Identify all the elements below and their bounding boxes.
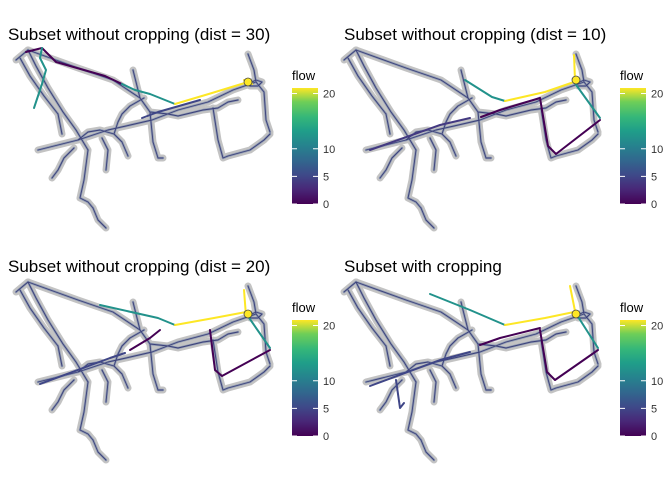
legend-tick-label: 10 <box>323 376 335 388</box>
flow-segment <box>141 99 201 119</box>
legend-tick-label: 5 <box>651 171 657 183</box>
legend-tick-label: 20 <box>651 89 663 101</box>
road-network <box>344 50 598 228</box>
flow-segment <box>33 47 47 109</box>
flow-segment <box>539 329 599 381</box>
panel-3: Subset without cropping (dist = 20) flow 0… <box>8 257 335 460</box>
legend-colorbar <box>292 320 318 436</box>
flow-segment <box>480 97 541 118</box>
legend-colorbar <box>620 88 646 204</box>
legend-tick-label: 10 <box>651 376 663 388</box>
junction-marker <box>243 309 253 319</box>
legend-tick-label: 0 <box>323 431 329 443</box>
legend-title: flow <box>292 300 316 315</box>
flow-segment <box>39 352 126 385</box>
legend-tick-label: 5 <box>651 403 657 415</box>
flow-segment <box>429 293 506 326</box>
panel-2: Subset without cropping (dist = 10) flow 0… <box>344 25 663 228</box>
panel-1: Subset without cropping (dist = 30) flow 0… <box>8 25 335 228</box>
flow-segment <box>99 304 176 326</box>
legend-title: flow <box>620 68 644 83</box>
legend-tick-label: 5 <box>323 171 329 183</box>
legend-tick-label: 20 <box>323 321 335 333</box>
road-network <box>16 50 270 228</box>
flow-segment <box>369 117 471 151</box>
flow-segment <box>129 329 161 351</box>
flow-segment <box>479 327 541 346</box>
legend-colorbar <box>292 88 318 204</box>
legend-tick-label: 0 <box>651 199 657 211</box>
legend-title: flow <box>292 68 316 83</box>
junction-marker <box>571 75 581 85</box>
flow-segment <box>395 379 405 409</box>
network-base-roads <box>342 280 600 462</box>
legend-tick-label: 20 <box>651 321 663 333</box>
junction-marker <box>243 77 253 87</box>
flow-segment <box>574 311 599 349</box>
panel-title: Subset without cropping (dist = 10) <box>344 25 606 44</box>
flow-segment <box>504 81 575 102</box>
network-base-roads <box>342 48 600 230</box>
network-inner-roads <box>343 281 599 461</box>
flow-segment <box>121 83 176 105</box>
flow-segment <box>174 311 247 326</box>
panel-4: Subset with cropping flow 0 5 10 20 <box>344 257 663 460</box>
panel-title: Subset with cropping <box>344 257 502 276</box>
flow-segment <box>25 47 123 85</box>
legend-tick-label: 0 <box>323 199 329 211</box>
network-shadow <box>344 282 598 460</box>
flow-segment <box>573 81 601 119</box>
road-network <box>344 282 598 460</box>
flow-segment <box>464 79 506 102</box>
legend-tick-label: 20 <box>323 89 335 101</box>
flow-segment <box>369 351 471 387</box>
legend-colorbar <box>620 320 646 436</box>
legend-title: flow <box>620 300 644 315</box>
flow-segment <box>504 311 575 326</box>
panel-title: Subset without cropping (dist = 30) <box>8 25 270 44</box>
network-inner-roads <box>15 49 271 229</box>
flow-segment <box>209 329 271 377</box>
legend-tick-label: 5 <box>323 403 329 415</box>
network-shadow <box>344 50 598 228</box>
flow-segment <box>539 97 601 155</box>
legend-tick-label: 0 <box>651 431 657 443</box>
legend-tick-label: 10 <box>323 144 335 156</box>
panel-title: Subset without cropping (dist = 20) <box>8 257 270 276</box>
flow-segment <box>174 81 249 105</box>
network-inner-roads <box>343 49 599 229</box>
legend-tick-label: 10 <box>651 144 663 156</box>
junction-marker <box>571 309 581 319</box>
network-base-roads <box>14 48 272 230</box>
network-shadow <box>16 50 270 228</box>
